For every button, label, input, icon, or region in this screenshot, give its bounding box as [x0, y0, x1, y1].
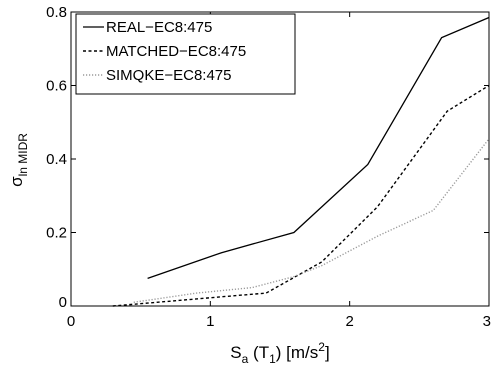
legend-label: MATCHED−EC8:475 — [106, 43, 246, 60]
y-tick-label: 0.8 — [46, 4, 67, 21]
y-axis-title: σln MIDR — [7, 133, 30, 187]
x-tick-label: 2 — [345, 313, 353, 330]
series-line-3 — [133, 138, 490, 303]
y-tick-label: 0.2 — [46, 225, 67, 242]
x-axis-title: Sa (T1) [m/s2] — [230, 340, 329, 366]
axis-titles: Sa (T1) [m/s2] σln MIDR — [7, 133, 330, 366]
y-tick-label: 0.4 — [46, 151, 67, 168]
legend-box — [75, 13, 296, 95]
legend: REAL−EC8:475 MATCHED−EC8:475 SIMQKE−EC8:47… — [75, 13, 296, 95]
x-tick-label: 3 — [483, 313, 491, 330]
x-tick-label: 0 — [67, 313, 75, 330]
legend-label: REAL−EC8:475 — [106, 19, 212, 36]
axes: 0 1 2 3 0 0.2 0.4 0.6 0.8 — [46, 4, 491, 330]
x-tick-label: 1 — [206, 313, 214, 330]
series-layer — [112, 16, 490, 307]
series-line-1 — [147, 16, 490, 280]
legend-label: SIMQKE−EC8:475 — [106, 67, 231, 84]
y-tick-label: 0.6 — [46, 78, 67, 95]
y-tick-label: 0 — [59, 294, 67, 311]
